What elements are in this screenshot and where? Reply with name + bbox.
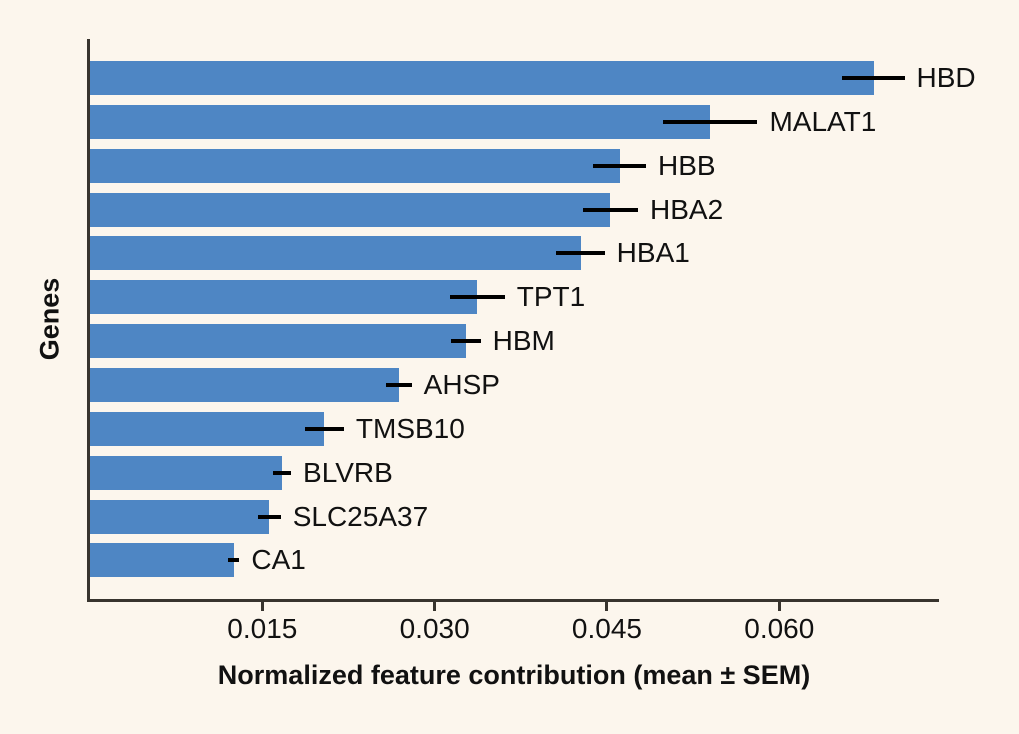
x-tick-label: 0.030 xyxy=(399,613,470,644)
bar xyxy=(90,455,282,490)
error-bar xyxy=(449,295,505,300)
error-bar xyxy=(663,119,758,124)
x-tick-mark xyxy=(605,602,609,611)
bar xyxy=(90,236,581,271)
bar-label: CA1 xyxy=(251,544,306,576)
bar-label: AHSP xyxy=(423,368,500,400)
error-bar xyxy=(257,514,281,519)
plot-area: HBD MALAT1 HBB HBA2 HBA1 TPT1 HBM AHSP TMSB10 BLV… xyxy=(87,39,976,602)
bar xyxy=(90,192,611,227)
bar-label: HBB xyxy=(658,149,716,181)
y-axis-label: Genes xyxy=(34,277,65,361)
bar-label: HBD xyxy=(916,62,976,93)
x-axis-label: Normalized feature contribution (mean ± … xyxy=(217,660,811,690)
bar-label: SLC25A37 xyxy=(292,500,429,532)
bar-label: TMSB10 xyxy=(355,412,465,444)
bar-label: TPT1 xyxy=(516,281,586,313)
bar-label: BLVRB xyxy=(303,456,393,488)
bar xyxy=(90,499,270,534)
x-tick-mark xyxy=(777,602,781,611)
error-bar xyxy=(386,382,412,387)
error-bar xyxy=(304,426,344,431)
x-tick-mark xyxy=(260,602,264,611)
error-bar xyxy=(272,470,292,475)
bar xyxy=(90,411,325,446)
error-bar xyxy=(842,76,905,80)
bar xyxy=(90,104,711,139)
error-bar xyxy=(582,207,638,212)
bar-label: HBA1 xyxy=(616,237,690,269)
bar xyxy=(90,280,478,315)
x-tick-label: 0.060 xyxy=(744,613,815,644)
bar xyxy=(90,148,620,183)
bar-label: HBM xyxy=(492,325,555,357)
bar xyxy=(90,324,466,359)
x-tick-label: 0.015 xyxy=(227,613,298,644)
bar-label: MALAT1 xyxy=(769,105,877,137)
error-bar xyxy=(450,339,481,344)
x-tick-label: 0.045 xyxy=(571,613,643,644)
bar-label: HBA2 xyxy=(650,193,724,225)
bar xyxy=(90,367,400,402)
bar xyxy=(90,543,234,578)
error-bar xyxy=(227,558,240,563)
error-bar xyxy=(593,163,647,168)
error-bar xyxy=(556,251,605,256)
x-tick-mark xyxy=(433,602,437,611)
bar xyxy=(90,61,874,95)
